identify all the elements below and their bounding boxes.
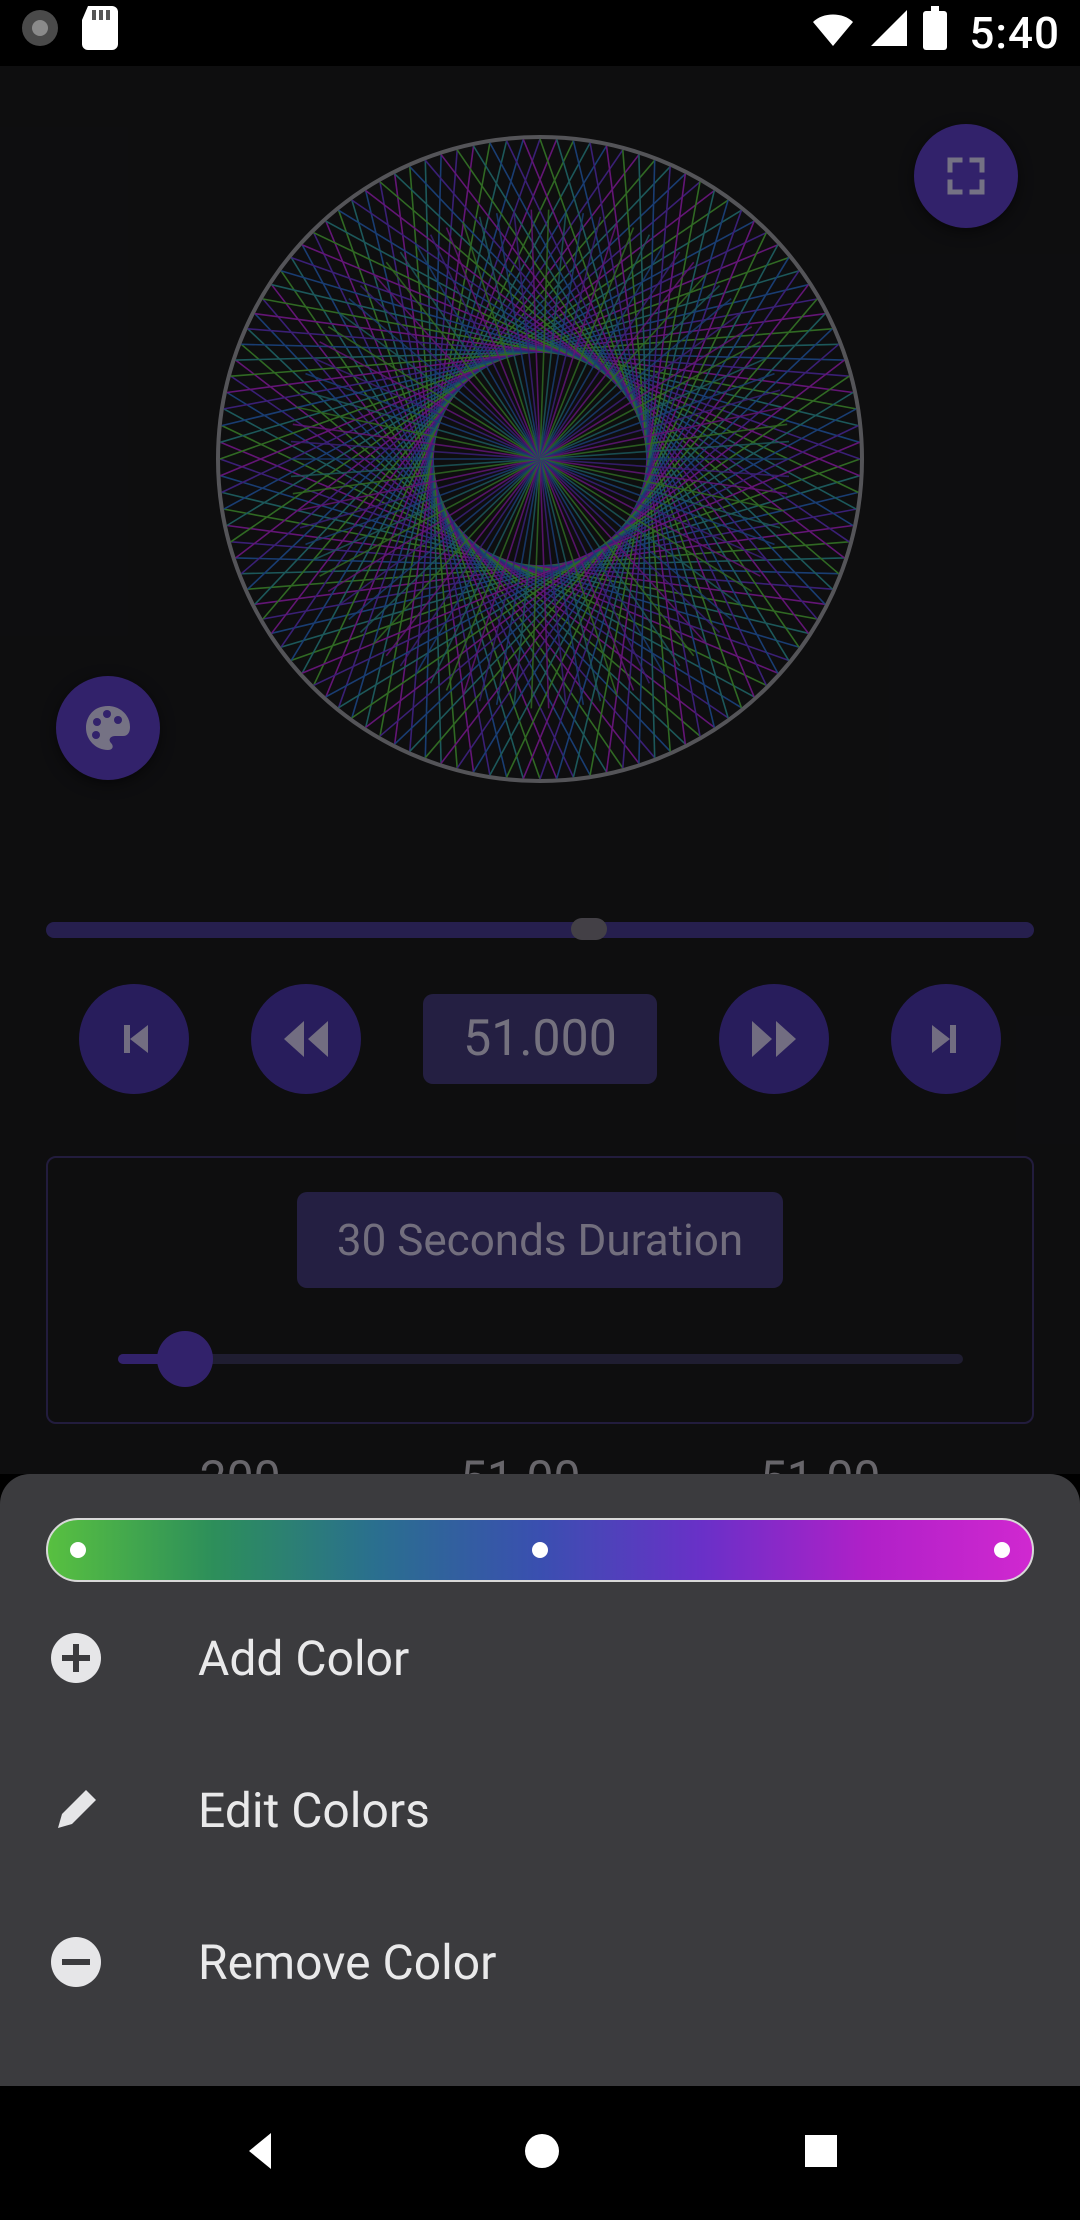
color-gradient-bar[interactable]: [46, 1518, 1034, 1582]
wifi-icon: [809, 8, 857, 58]
battery-icon: [921, 6, 949, 60]
gradient-stop-dot: [532, 1542, 548, 1558]
duration-label[interactable]: 30 Seconds Duration: [297, 1192, 783, 1288]
gradient-stop-dot: [70, 1542, 86, 1558]
menu-label: Remove Color: [198, 1934, 496, 1991]
status-clock: 5:40: [969, 7, 1060, 59]
app-main: 51.000 30 Seconds Duration 200 51.00 51.…: [0, 66, 1080, 1474]
add-circle-icon: [50, 1632, 102, 1684]
palette-button[interactable]: [56, 676, 160, 780]
skip-next-icon: [922, 1015, 970, 1063]
status-bar: 5:40: [0, 0, 1080, 66]
camera-dot-icon: [20, 8, 60, 58]
rewind-button[interactable]: [251, 984, 361, 1094]
edit-colors-item[interactable]: Edit Colors: [46, 1734, 1034, 1886]
fast-forward-button[interactable]: [719, 984, 829, 1094]
menu-label: Edit Colors: [198, 1782, 430, 1839]
sd-card-icon: [82, 6, 118, 60]
progress-thumb[interactable]: [571, 918, 607, 940]
gradient-stop-dot: [994, 1542, 1010, 1558]
pattern-canvas: [0, 88, 1080, 848]
menu-label: Add Color: [198, 1630, 409, 1687]
palette-icon: [82, 702, 134, 754]
current-value-display[interactable]: 51.000: [423, 994, 657, 1084]
duration-thumb[interactable]: [157, 1331, 213, 1387]
signal-icon: [869, 8, 909, 58]
fullscreen-icon: [942, 152, 990, 200]
duration-slider[interactable]: [118, 1354, 963, 1364]
skip-previous-icon: [110, 1015, 158, 1063]
fullscreen-button[interactable]: [914, 124, 1018, 228]
nav-back-button[interactable]: [237, 2127, 285, 2179]
duration-card: 30 Seconds Duration: [46, 1156, 1034, 1424]
remove-color-item[interactable]: Remove Color: [46, 1886, 1034, 2038]
fast-forward-icon: [748, 1019, 800, 1059]
nav-recent-button[interactable]: [799, 2129, 843, 2177]
playback-controls: 51.000: [0, 984, 1080, 1094]
pencil-icon: [50, 1784, 102, 1836]
add-color-item[interactable]: Add Color: [46, 1582, 1034, 1734]
system-nav-bar: [0, 2086, 1080, 2220]
spiro-preview: [215, 134, 865, 784]
rewind-icon: [280, 1019, 332, 1059]
nav-home-button[interactable]: [518, 2127, 566, 2179]
skip-previous-button[interactable]: [79, 984, 189, 1094]
skip-next-button[interactable]: [891, 984, 1001, 1094]
color-bottom-sheet: Add Color Edit Colors Remove Color: [0, 1474, 1080, 2086]
progress-slider[interactable]: [46, 922, 1034, 938]
remove-circle-icon: [50, 1936, 102, 1988]
